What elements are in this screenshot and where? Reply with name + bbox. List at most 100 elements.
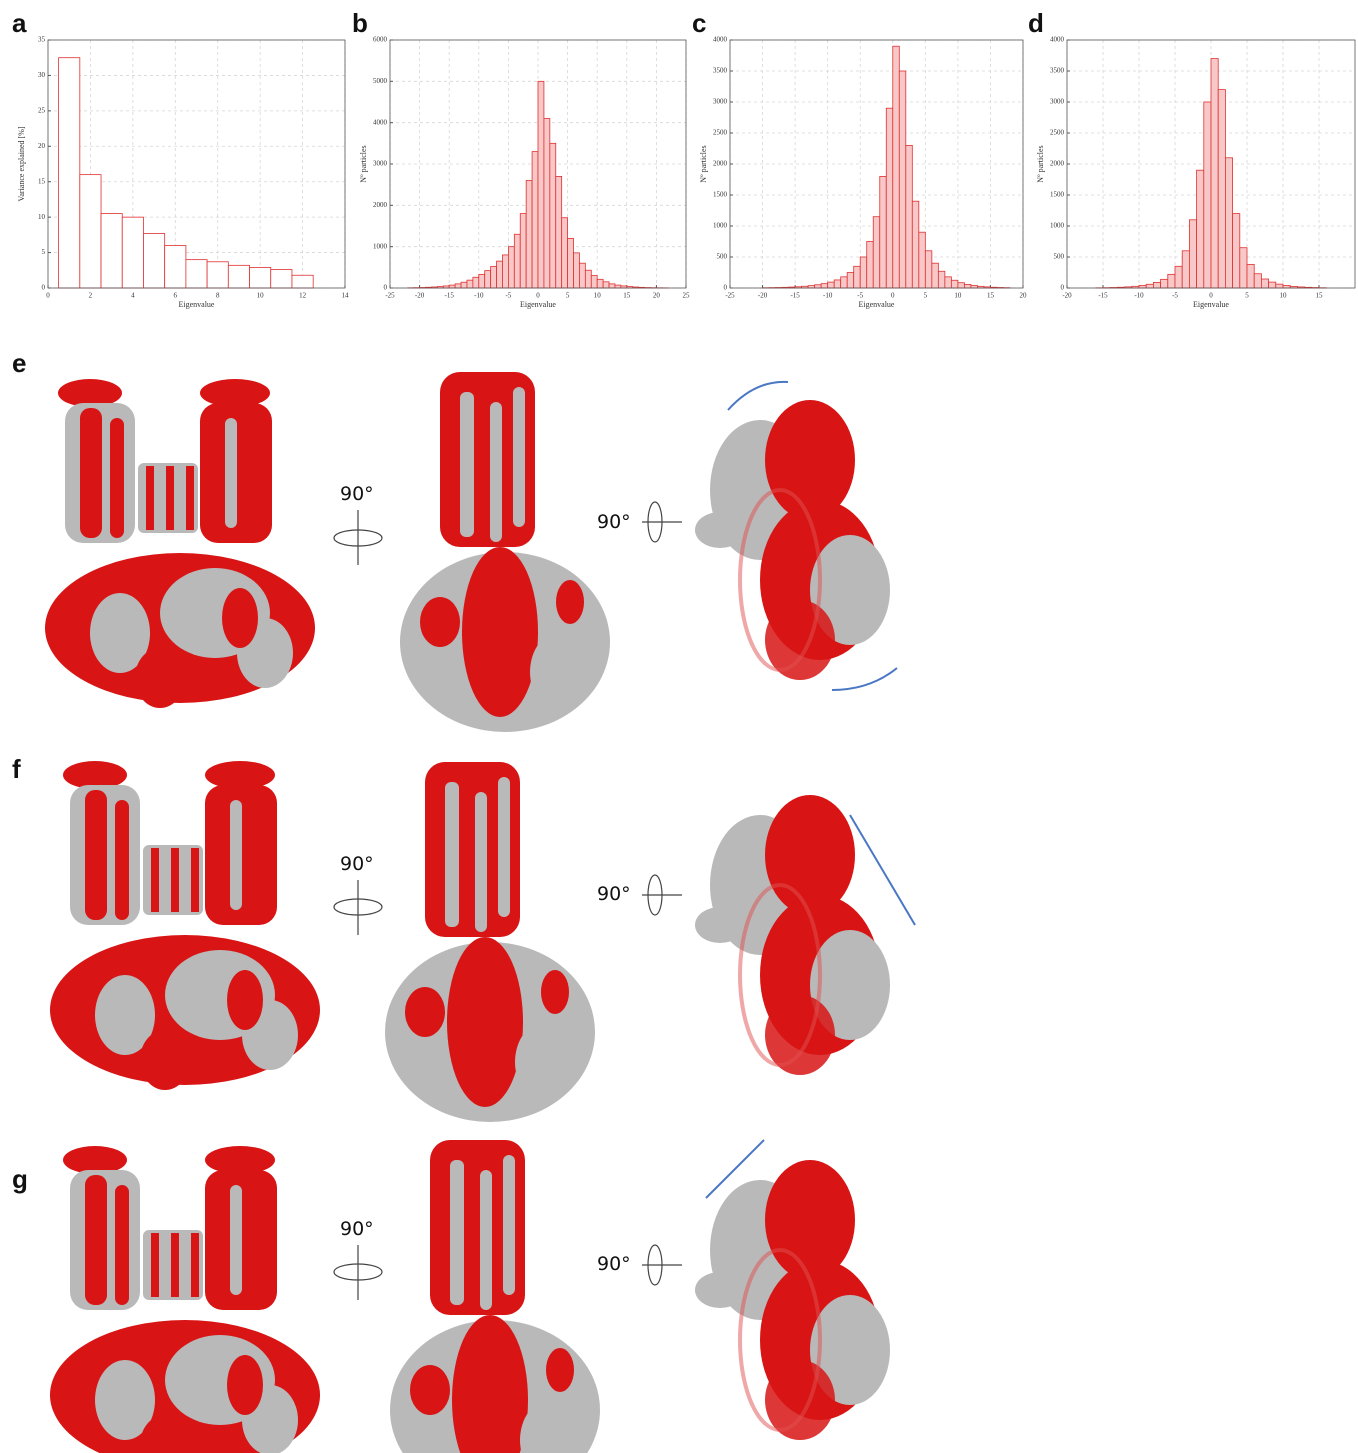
bar: [1261, 278, 1270, 289]
panel-label: f: [12, 754, 21, 784]
structure: [400, 372, 610, 732]
chart: 0 500 1000 1500 2000 2500 3000 3500 4000 -25 -20 -1…: [699, 36, 1027, 309]
rotation-label: 90°: [597, 1253, 631, 1275]
bar: [911, 200, 920, 289]
x-tick-label: -10: [823, 292, 833, 300]
y-tick-label: 35: [38, 36, 46, 44]
y-tick-label: 0: [724, 284, 728, 292]
bar: [579, 262, 586, 289]
bar: [549, 142, 557, 289]
y-tick-label: 1000: [373, 242, 388, 250]
bar: [573, 252, 580, 289]
y-tick-label: 2500: [1050, 129, 1065, 137]
panel-label: b: [352, 8, 368, 38]
structure: [385, 762, 595, 1122]
bar: [1153, 282, 1162, 289]
y-tick-label: 25: [38, 106, 46, 114]
panel-label: e: [12, 348, 26, 378]
x-tick-label: -10: [474, 292, 484, 300]
x-tick-label: 0: [536, 292, 540, 300]
bar: [833, 279, 842, 289]
bar: [79, 174, 102, 289]
bar: [496, 260, 503, 289]
bar: [100, 213, 123, 289]
bar: [879, 175, 887, 289]
structure: [50, 761, 320, 1090]
bar: [502, 254, 509, 289]
x-tick-label: 5: [566, 292, 570, 300]
y-tick-label: 4000: [373, 118, 388, 126]
structure: [45, 379, 315, 708]
bar: [206, 261, 229, 289]
bar: [1217, 89, 1226, 289]
bar: [1268, 281, 1277, 289]
x-tick-label: 6: [174, 292, 178, 300]
bar: [121, 216, 144, 289]
x-tick-label: -5: [1172, 292, 1178, 300]
y-tick-label: 1000: [713, 222, 728, 230]
x-tick-label: -10: [1134, 292, 1144, 300]
rotation-label: 90°: [340, 483, 374, 505]
bar: [58, 57, 81, 289]
y-tick-label: 3000: [1050, 98, 1065, 106]
x-tick-label: 2: [89, 292, 93, 300]
x-tick-label: -25: [385, 292, 395, 300]
y-tick-label: 1500: [713, 191, 728, 199]
x-tick-label: 12: [299, 292, 307, 300]
rotation-label: 90°: [340, 1218, 374, 1240]
x-tick-label: -20: [415, 292, 425, 300]
x-tick-label: 20: [1020, 292, 1028, 300]
rotation-labels: 90° 90° 90° 90° 90° 90°: [340, 483, 631, 1275]
x-tick-label: 10: [954, 292, 962, 300]
bar: [143, 233, 166, 289]
y-tick-label: 2000: [1050, 160, 1065, 168]
structure: [693, 1158, 892, 1442]
x-tick-label: 10: [594, 292, 602, 300]
chart: 0 1000 2000 3000 4000 5000 6000 -25 -20 -15 -10 -5 0…: [359, 36, 690, 309]
x-tick-label: 20: [653, 292, 661, 300]
y-tick-label: 2500: [713, 129, 728, 137]
x-tick-label: 0: [891, 292, 895, 300]
x-tick-label: 5: [1245, 292, 1249, 300]
y-tick-label: 3500: [713, 67, 728, 75]
plot-frame: [47, 39, 346, 289]
y-axis-label: Nº particles: [1036, 145, 1045, 182]
bar: [840, 276, 848, 289]
x-tick-label: 15: [987, 292, 995, 300]
bar: [924, 250, 933, 289]
panel-label: a: [12, 8, 27, 38]
bar: [513, 233, 521, 289]
panel-labels: a b c d e f g: [12, 8, 1044, 1194]
bar: [460, 281, 468, 289]
structures: [45, 372, 892, 1453]
bar: [227, 264, 250, 289]
bar: [853, 265, 861, 289]
bar: [957, 282, 965, 289]
y-tick-label: 6000: [373, 36, 388, 44]
y-tick-label: 15: [38, 177, 46, 185]
x-tick-label: -20: [1062, 292, 1072, 300]
bar: [1196, 169, 1205, 289]
bar: [614, 284, 622, 289]
bar: [1160, 278, 1169, 289]
chart: 0 500 1000 1500 2000 2500 3000 3500 4000 -20 -15 -1…: [1036, 36, 1356, 309]
y-tick-label: 5: [42, 248, 46, 256]
x-tick-label: -5: [857, 292, 863, 300]
x-axis-label: Eigenvalue: [179, 300, 215, 309]
bar: [1181, 250, 1190, 289]
y-tick-label: 500: [1054, 253, 1065, 261]
y-tick-label: 30: [38, 71, 46, 79]
y-tick-label: 500: [717, 253, 728, 261]
bar: [1145, 283, 1154, 289]
bar: [507, 246, 515, 289]
bar: [584, 269, 592, 289]
y-tick-label: 5000: [373, 77, 388, 85]
bar: [1210, 58, 1219, 289]
plot-frame: [1066, 39, 1356, 289]
plot-frame: [389, 39, 687, 289]
y-axis-label: Nº particles: [699, 145, 708, 182]
bar: [448, 284, 456, 289]
x-tick-label: 10: [1280, 292, 1288, 300]
bar: [249, 267, 272, 289]
